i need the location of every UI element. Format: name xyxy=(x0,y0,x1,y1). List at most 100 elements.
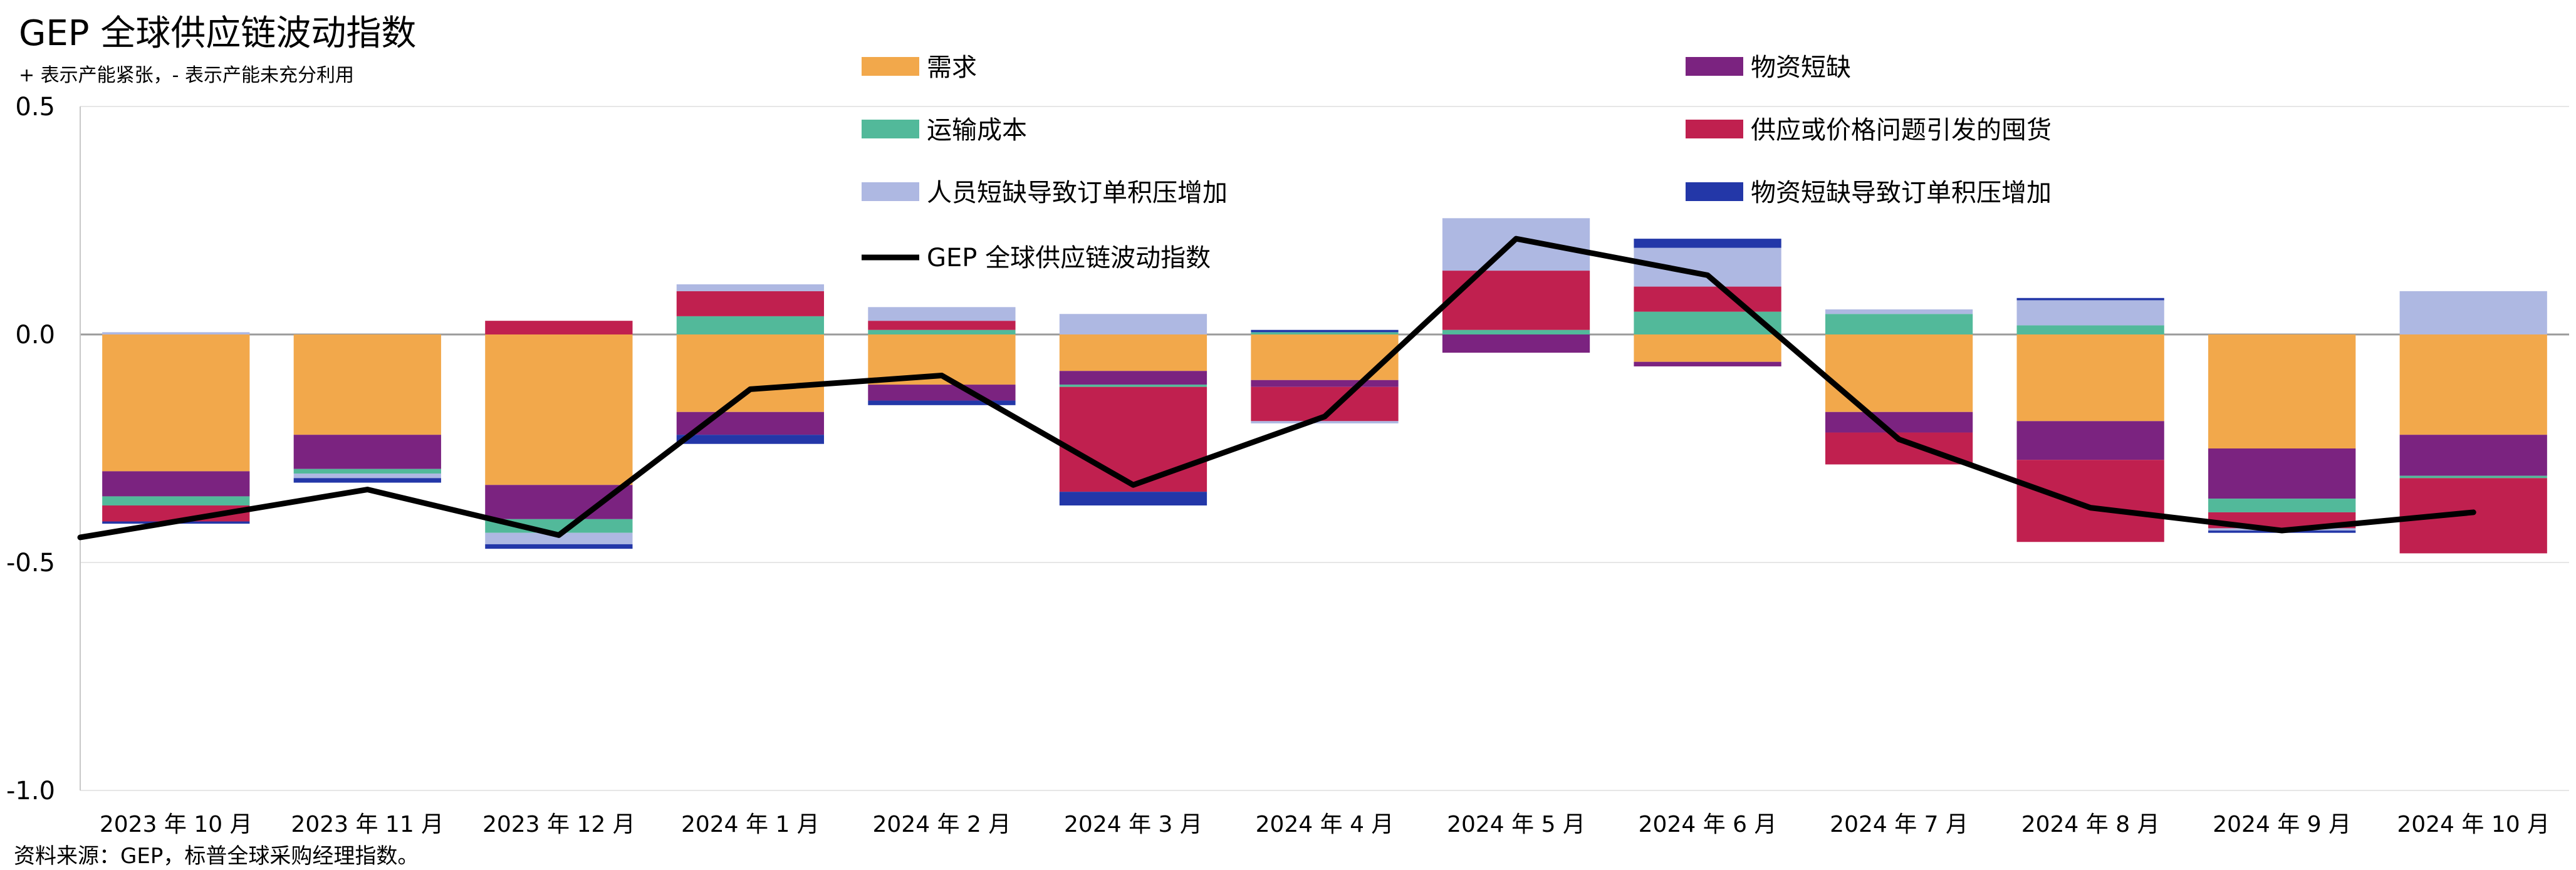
legend-swatch xyxy=(1686,182,1743,201)
bar-segment xyxy=(485,519,633,533)
bar-segment xyxy=(2399,435,2547,476)
x-tick-label: 2023 年 11 月 xyxy=(291,812,444,837)
legend-label: 物资短缺 xyxy=(1751,53,1851,82)
bar-segment xyxy=(102,496,250,505)
bar-segment xyxy=(1059,314,1207,334)
bar-segment xyxy=(1634,239,1781,248)
bar-segment xyxy=(868,329,1016,334)
x-tick-label: 2023 年 12 月 xyxy=(482,812,635,837)
bar-segment xyxy=(2016,334,2164,422)
bar-segment xyxy=(1251,380,1399,387)
bar-segment xyxy=(1634,286,1781,312)
bars xyxy=(102,218,2547,554)
bar-segment xyxy=(102,334,250,472)
bar-segment xyxy=(485,544,633,549)
index-line xyxy=(77,236,2476,541)
bar-segment xyxy=(868,307,1016,321)
bar-segment xyxy=(1251,421,1399,423)
x-tick-label: 2023 年 10 月 xyxy=(100,812,253,837)
bar-segment xyxy=(1634,334,1781,362)
bar-segment xyxy=(1825,314,1973,334)
bar-segment xyxy=(2399,291,2547,334)
x-tick-label: 2024 年 9 月 xyxy=(2213,812,2351,837)
y-tick-label: -0.5 xyxy=(6,549,55,577)
index-line-path xyxy=(77,236,2476,541)
chart-title: GEP 全球供应链波动指数 xyxy=(19,13,416,54)
chart-source: 资料来源：GEP，标普全球采购经理指数。 xyxy=(14,844,419,869)
legend-label: 物资短缺导致订单积压增加 xyxy=(1751,179,2052,207)
chart-subtitle: + 表示产能紧张，- 表示产能未充分利用 xyxy=(19,65,354,86)
bar-segment xyxy=(676,291,825,316)
bar-segment xyxy=(2016,325,2164,334)
bar-segment xyxy=(868,400,1016,405)
x-tick-label: 2024 年 2 月 xyxy=(872,812,1011,837)
axes: 0.5 0.0 -0.5 -1.0 2023 年 10 月 2023 年 11 月 2023… xyxy=(6,93,2550,837)
x-tick-label: 2024 年 8 月 xyxy=(2021,812,2160,837)
bar-segment xyxy=(868,385,1016,401)
legend-label: GEP 全球供应链波动指数 xyxy=(927,244,1211,272)
bar-segment xyxy=(676,334,825,412)
legend-swatch xyxy=(862,57,919,76)
bar-segment xyxy=(1251,334,1399,380)
bar-segment xyxy=(2208,499,2356,512)
x-tick-label: 2024 年 6 月 xyxy=(1639,812,1777,837)
bar-segment xyxy=(1251,329,1399,333)
x-tick-label: 2024 年 7 月 xyxy=(1830,812,1968,837)
bar-segment xyxy=(676,435,825,444)
legend-label: 供应或价格问题引发的囤货 xyxy=(1751,116,2052,145)
x-tick-label: 2024 年 1 月 xyxy=(681,812,820,837)
bar-segment xyxy=(293,334,441,435)
y-tick-label: 0.5 xyxy=(15,93,55,122)
bar-segment xyxy=(2016,298,2164,301)
y-tick-label: -1.0 xyxy=(6,777,55,805)
bar-segment xyxy=(2208,448,2356,499)
bar-segment xyxy=(1059,492,1207,505)
bar-segment xyxy=(293,474,441,479)
legend-label: 人员短缺导致订单积压增加 xyxy=(927,179,1228,207)
bar-segment xyxy=(1442,329,1590,334)
x-tick-label: 2024 年 10 月 xyxy=(2397,812,2550,837)
bar-segment xyxy=(676,284,825,291)
legend-label: 运输成本 xyxy=(927,116,1027,145)
x-tick-label: 2024 年 4 月 xyxy=(1256,812,1394,837)
bar-segment xyxy=(2016,460,2164,542)
grid-lines xyxy=(80,106,2569,791)
bar-segment xyxy=(485,321,633,334)
legend-label: 需求 xyxy=(927,53,977,82)
bar-segment xyxy=(293,469,441,474)
bar-segment xyxy=(2399,334,2547,435)
bar-segment xyxy=(293,478,441,483)
legend-swatch xyxy=(1686,120,1743,138)
bar-segment xyxy=(1059,334,1207,371)
bar-segment xyxy=(485,485,633,519)
legend-swatch xyxy=(862,182,919,201)
x-tick-label: 2024 年 3 月 xyxy=(1064,812,1202,837)
bar-segment xyxy=(1825,412,1973,433)
bar-segment xyxy=(1442,271,1590,330)
bar-segment xyxy=(485,334,633,485)
bar-segment xyxy=(1442,218,1590,271)
bar-segment xyxy=(2399,475,2547,479)
y-tick-label: 0.0 xyxy=(15,321,55,350)
bar-segment xyxy=(1251,332,1399,334)
bar-segment xyxy=(2208,334,2356,448)
bar-segment xyxy=(2016,421,2164,460)
bar-segment xyxy=(2016,300,2164,326)
bar-segment xyxy=(1059,385,1207,387)
bar-segment xyxy=(102,332,250,334)
bar-segment xyxy=(1059,386,1207,492)
bar-segment xyxy=(868,321,1016,330)
bar-segment xyxy=(102,471,250,497)
legend-swatch xyxy=(862,120,919,138)
bar-segment xyxy=(293,435,441,469)
bar-segment xyxy=(1825,309,1973,314)
legend-swatch xyxy=(1686,57,1743,76)
bar-segment xyxy=(1825,334,1973,412)
bar-segment xyxy=(676,316,825,334)
bar-segment xyxy=(1634,361,1781,366)
x-tick-label: 2024 年 5 月 xyxy=(1447,812,1585,837)
bar-segment xyxy=(1442,334,1590,353)
bar-segment xyxy=(1059,371,1207,385)
